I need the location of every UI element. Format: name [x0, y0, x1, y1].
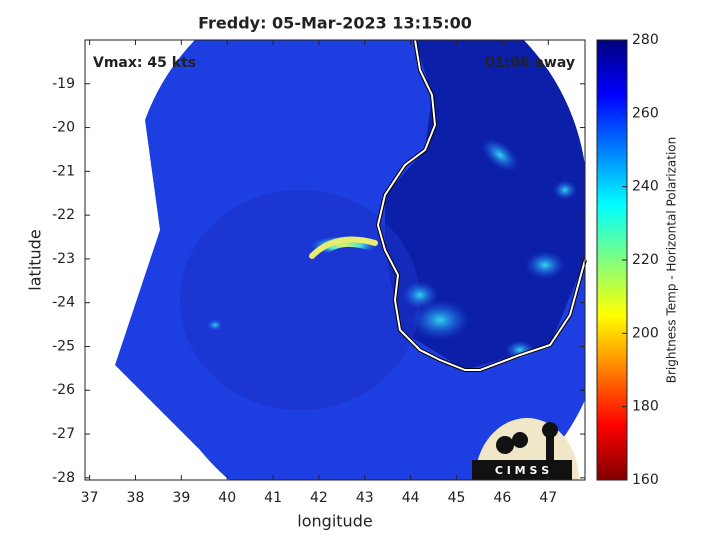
colorbar-tick-label: 220	[632, 252, 659, 268]
x-tick-label: 39	[172, 490, 190, 506]
colorbar-tick-label: 180	[632, 399, 659, 415]
chart-title: Freddy: 05-Mar-2023 13:15:00	[198, 14, 472, 33]
y-tick-label: -25	[52, 338, 75, 354]
annotation: Vmax: 45 kts	[93, 55, 196, 71]
y-tick-label: -28	[52, 470, 75, 486]
coastline	[376, 39, 586, 371]
y-tick-label: -26	[52, 382, 75, 398]
colorbar-tick-label: 240	[632, 179, 659, 195]
colorbar-tick-label: 200	[632, 325, 659, 341]
x-tick-label: 40	[218, 490, 236, 506]
colorbar-tick-label: 280	[632, 32, 659, 48]
x-tick-label: 44	[402, 490, 420, 506]
colorbar-tick-label: 160	[632, 472, 659, 488]
y-tick-label: -24	[52, 295, 75, 311]
x-tick-label: 41	[264, 490, 282, 506]
satellite-image	[115, 40, 585, 480]
x-tick-label: 47	[539, 490, 557, 506]
x-axis-label: longitude	[297, 512, 372, 531]
y-tick-label: -21	[52, 163, 75, 179]
colorbar-label: Brightness Temp - Horizontal Polarizatio…	[665, 137, 679, 384]
y-tick-label: -27	[52, 426, 75, 442]
x-tick-label: 42	[310, 490, 328, 506]
y-tick-label: -19	[52, 76, 75, 92]
cimss-logo: C I M S S	[472, 418, 579, 480]
x-tick-label: 37	[81, 490, 99, 506]
y-tick-label: -22	[52, 207, 75, 223]
axes-frame	[84, 39, 586, 481]
x-tick-label: 46	[494, 490, 512, 506]
colorbar-tick-label: 260	[632, 105, 659, 121]
x-tick-label: 45	[448, 490, 466, 506]
y-tick-label: -20	[52, 120, 75, 136]
logo-text: C I M S S	[495, 464, 549, 477]
x-tick-label: 43	[356, 490, 374, 506]
x-tick-label: 38	[127, 490, 145, 506]
y-axis-label: latitude	[26, 229, 45, 290]
annotation: 01:06 away	[485, 55, 575, 71]
y-tick-label: -23	[52, 251, 75, 267]
